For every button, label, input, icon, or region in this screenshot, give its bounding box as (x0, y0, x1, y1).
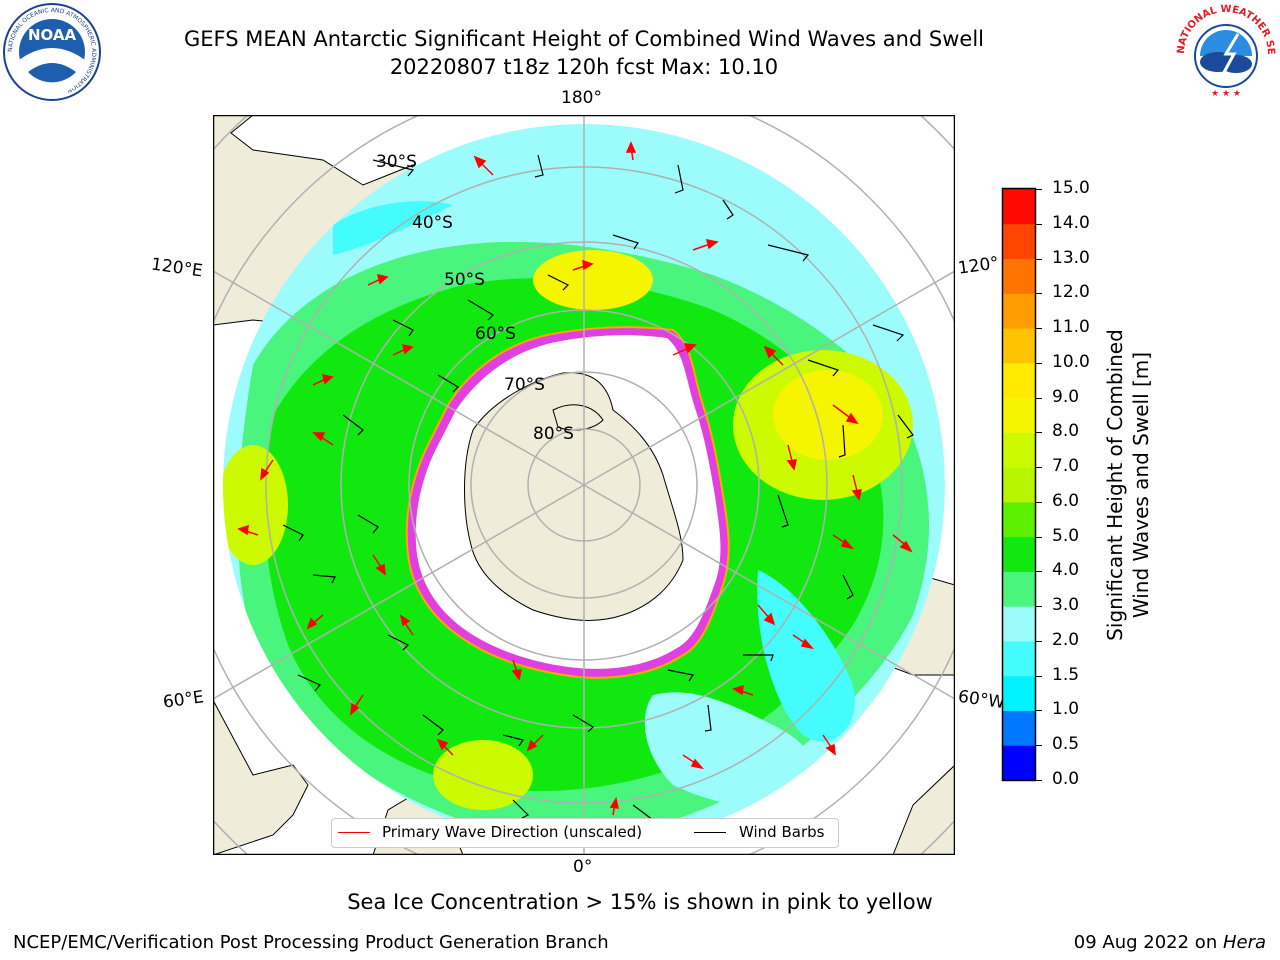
colorbar-tick-mark (1036, 467, 1042, 469)
colorbar-tick-mark (1036, 710, 1042, 712)
colorbar-segment (1003, 258, 1035, 294)
colorbar-segment (1003, 640, 1035, 677)
colorbar-segment (1003, 606, 1035, 642)
colorbar-segment (1003, 501, 1035, 538)
colorbar-tick-label: 7.0 (1052, 456, 1080, 477)
colorbar-segment (1003, 362, 1035, 399)
map-frame (213, 115, 955, 855)
colorbar-segment (1003, 293, 1035, 329)
colorbar-segment (1003, 571, 1035, 607)
colorbar-tick-label: 14.0 (1052, 212, 1090, 233)
wind-barbs (282, 154, 914, 826)
footer-host: Hera (1222, 932, 1266, 953)
colorbar-tick-label: 9.0 (1052, 386, 1080, 407)
colorbar-tick-label: 12.0 (1052, 282, 1090, 303)
map-title: GEFS MEAN Antarctic Significant Height o… (183, 27, 985, 51)
colorbar-tick-label: 2.0 (1052, 629, 1080, 650)
colorbar-tick-label: 0.5 (1052, 734, 1080, 755)
colorbar-tick-mark (1036, 640, 1042, 642)
lon-label-upper-left: 120°E (149, 254, 204, 282)
colorbar-tick-label: 10.0 (1052, 351, 1090, 372)
wind-legend-line (694, 832, 726, 833)
footer-date-text: 09 Aug 2022 on (1073, 932, 1223, 953)
colorbar-segment (1003, 536, 1035, 572)
colorbar-tick-mark (1036, 432, 1042, 434)
colorbar-title-line1: Significant Height of Combined (1103, 329, 1127, 641)
wave-legend-line (338, 832, 370, 833)
colorbar-tick-mark (1036, 571, 1042, 573)
wave-direction-arrows (237, 141, 913, 816)
colorbar-tick-label: 15.0 (1052, 178, 1090, 198)
wave-legend-label: Primary Wave Direction (unscaled) (382, 823, 643, 841)
footer-date: 09 Aug 2022 on Hera (1074, 932, 1266, 953)
lat-label-50s: 50°S (444, 270, 485, 290)
colorbar-tick-mark (1036, 189, 1042, 190)
graticule (213, 115, 955, 855)
lat-label-40s: 40°S (412, 213, 453, 233)
colorbar-segment (1003, 397, 1035, 433)
lon-label-top: 180° (561, 88, 602, 108)
colorbar-tick-label: 3.0 (1052, 595, 1080, 616)
lat-label-80s: 80°S (533, 424, 574, 444)
footer-branch: NCEP/EMC/Verification Post Processing Pr… (13, 932, 609, 953)
nws-logo: NATIONAL WEATHER SERVICE ★ ★ ★ (1176, 4, 1276, 100)
colorbar-tick-mark (1036, 223, 1042, 225)
colorbar-segment (1003, 328, 1035, 364)
colorbar-segment (1003, 467, 1035, 503)
colorbar-tick-mark (1036, 780, 1042, 781)
colorbar-tick-mark (1036, 536, 1042, 538)
colorbar-tick-mark (1036, 606, 1042, 608)
map-legend: Primary Wave Direction (unscaled) Wind B… (331, 818, 839, 848)
colorbar-segment (1003, 675, 1035, 711)
colorbar-tick-label: 13.0 (1052, 247, 1090, 268)
noaa-text: NOAA (28, 26, 77, 44)
antarctic-map (213, 115, 955, 855)
noaa-logo: NATIONAL OCEANIC AND ATMOSPHERIC ADMINIS… (3, 3, 101, 101)
lon-label-lower-right: 60°W (956, 686, 1007, 714)
colorbar-segment (1003, 189, 1035, 225)
map-subtitle: 20220807 t18z 120h fcst Max: 10.10 (389, 55, 779, 79)
colorbar (1001, 187, 1037, 782)
colorbar-segment (1003, 710, 1035, 746)
colorbar-tick-mark (1036, 258, 1042, 260)
colorbar-tick-label: 1.0 (1052, 699, 1080, 720)
colorbar-tick-mark (1036, 328, 1042, 330)
colorbar-tick-label: 0.0 (1052, 769, 1080, 789)
colorbar-title: Significant Height of Combined Wind Wave… (1102, 285, 1154, 685)
colorbar-segment (1003, 432, 1035, 468)
colorbar-tick-mark (1036, 397, 1042, 399)
wind-legend-label: Wind Barbs (739, 823, 825, 841)
lat-label-30s: 30°S (376, 152, 417, 172)
colorbar-tick-mark (1036, 745, 1042, 747)
sea-ice-caption: Sea Ice Concentration > 15% is shown in … (347, 890, 933, 914)
colorbar-tick-label: 8.0 (1052, 421, 1080, 442)
colorbar-tick-mark (1036, 501, 1042, 503)
colorbar-tick-label: 11.0 (1052, 317, 1090, 338)
colorbar-tick-mark (1036, 362, 1042, 364)
colorbar-title-line2: Wind Waves and Swell [m] (1129, 351, 1153, 619)
svg-text:★ ★ ★: ★ ★ ★ (1211, 89, 1241, 99)
lon-label-bottom: 0° (573, 857, 593, 877)
colorbar-tick-label: 5.0 (1052, 525, 1080, 546)
colorbar-tick-label: 4.0 (1052, 560, 1080, 581)
lat-label-70s: 70°S (504, 375, 545, 395)
lat-label-60s: 60°S (475, 324, 516, 344)
colorbar-segment (1003, 745, 1035, 781)
colorbar-tick-mark (1036, 675, 1042, 677)
lon-label-lower-left: 60°E (161, 687, 206, 713)
colorbar-tick-label: 1.5 (1052, 664, 1080, 685)
lon-label-upper-right: 120° (956, 253, 1001, 279)
colorbar-segment (1003, 223, 1035, 260)
colorbar-tick-label: 6.0 (1052, 490, 1080, 511)
colorbar-tick-mark (1036, 293, 1042, 295)
